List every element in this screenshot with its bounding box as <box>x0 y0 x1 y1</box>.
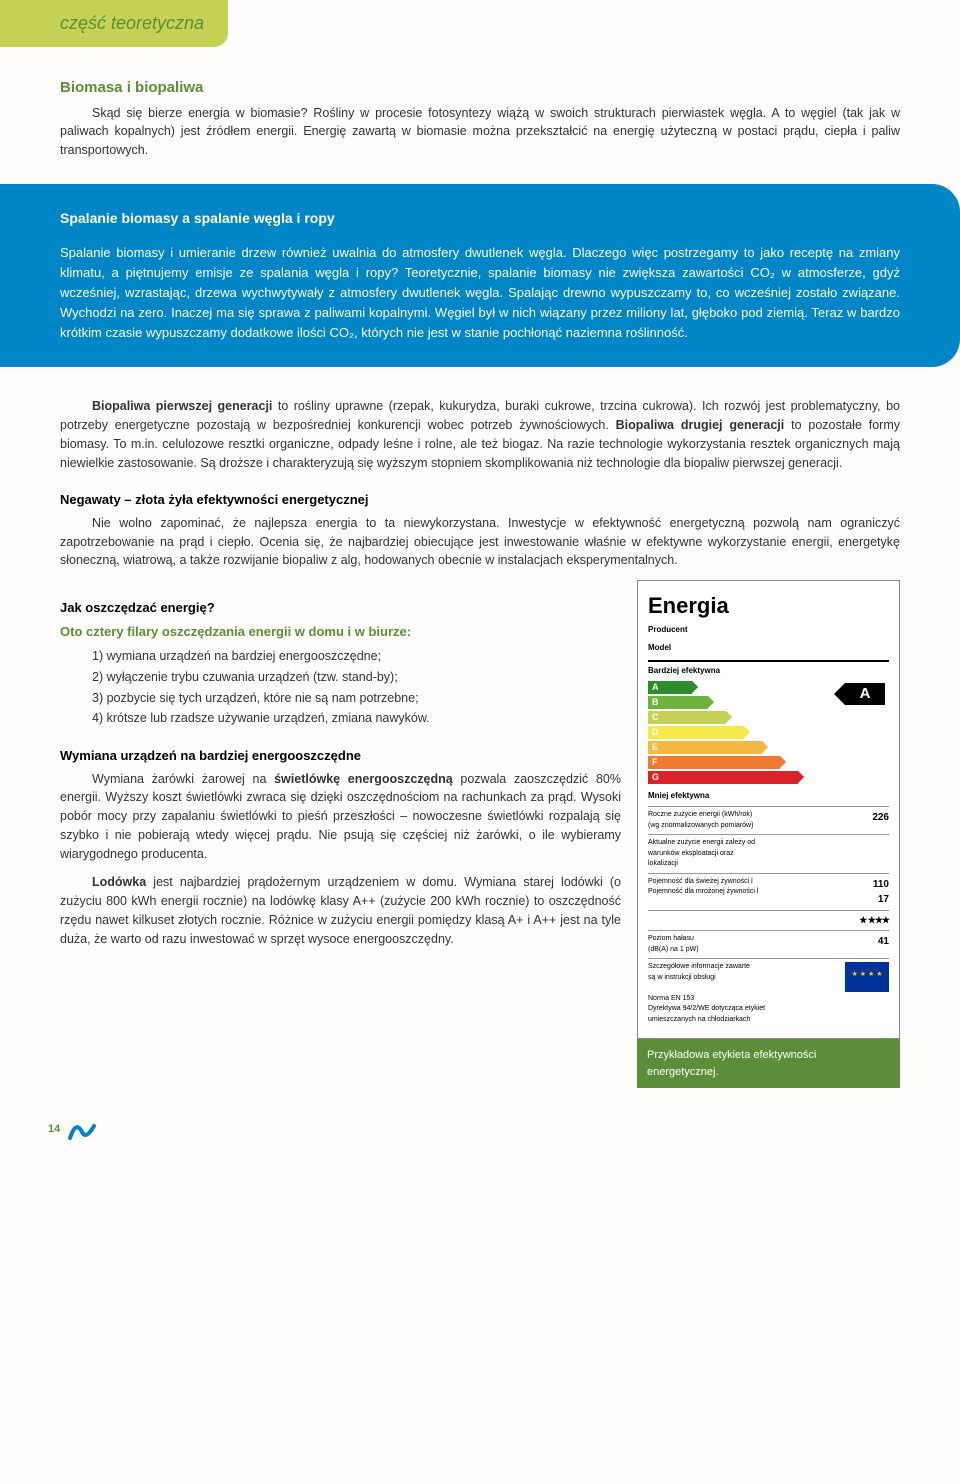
heading-wymiana: Wymiana urządzeń na bardziej energooszcz… <box>60 746 621 766</box>
section-tab: część teoretyczna <box>0 0 228 47</box>
list-item: 4) krótsze lub rzadsze używanie urządzeń… <box>92 709 621 728</box>
energy-bar: B <box>648 696 889 709</box>
energy-title: Energia <box>648 589 889 622</box>
eu-flag-icon <box>845 962 889 992</box>
info-box: Spalanie biomasy a spalanie węgla i ropy… <box>0 184 960 368</box>
energy-spec-row: Pojemność dla świeżej żywności l Pojemno… <box>648 873 889 910</box>
energy-efficiency-label: Energia Producent Model Bardziej efektyw… <box>637 580 900 1039</box>
energy-bottom-label: Mniej efektywna <box>648 790 889 802</box>
list-item: 2) wyłączenie trybu czuwania urządzeń (t… <box>92 668 621 687</box>
page-number: 14 <box>48 1121 60 1138</box>
list-item: 3) pozbycie się tych urządzeń, które nie… <box>92 689 621 708</box>
paragraph: Skąd się bierze energia w biomasie? Rośl… <box>60 104 900 160</box>
paragraph: Lodówka jest najbardziej prądożernym urz… <box>60 873 621 948</box>
subheading-filary: Oto cztery filary oszczędzania energii w… <box>60 622 621 642</box>
paragraph: Wymiana żarówki żarowej na świetlówkę en… <box>60 770 621 864</box>
energy-caption: Przykładowa etykieta efektywności energe… <box>637 1039 900 1088</box>
energy-spec-row: Roczne zużycie energii (kWh/rok) (wg zno… <box>648 806 889 834</box>
footer-logo-icon <box>68 1118 96 1140</box>
paragraph: Biopaliwa pierwszej generacji to rośliny… <box>60 397 900 472</box>
paragraph: Nie wolno zapominać, że najlepsza energi… <box>60 514 900 570</box>
energy-bar: F <box>648 756 889 769</box>
energy-spec-row: Aktualne zużycie energii zależy od warun… <box>648 834 889 873</box>
energy-bar: A <box>648 681 889 694</box>
energy-bar: G <box>648 771 889 784</box>
heading-jak-oszczedzac: Jak oszczędzać energię? <box>60 598 621 618</box>
energy-producent: Producent <box>648 624 889 636</box>
heading-biomasa: Biomasa i biopaliwa <box>60 77 900 100</box>
energy-bar: D <box>648 726 889 739</box>
energy-model: Model <box>648 642 889 654</box>
energy-bar: E <box>648 741 889 754</box>
info-box-title: Spalanie biomasy a spalanie węgla i ropy <box>60 208 900 229</box>
list-item: 1) wymiana urządzeń na bardziej energoos… <box>92 647 621 666</box>
heading-negawaty: Negawaty – złota żyła efektywności energ… <box>60 490 900 510</box>
energy-spec-row: Szczegółowe informacje zawarte są w inst… <box>648 958 889 1028</box>
energy-bars: A ABCDEFG <box>648 681 889 784</box>
energy-top-label: Bardziej efektywna <box>648 660 889 677</box>
energy-spec-row: ★ ★★★ <box>648 910 889 931</box>
info-box-text: Spalanie biomasy i umieranie drzew równi… <box>60 243 900 344</box>
energy-bar: C <box>648 711 889 724</box>
energy-spec-row: Poziom hałasu (dB(A) na 1 pW)41 <box>648 930 889 958</box>
